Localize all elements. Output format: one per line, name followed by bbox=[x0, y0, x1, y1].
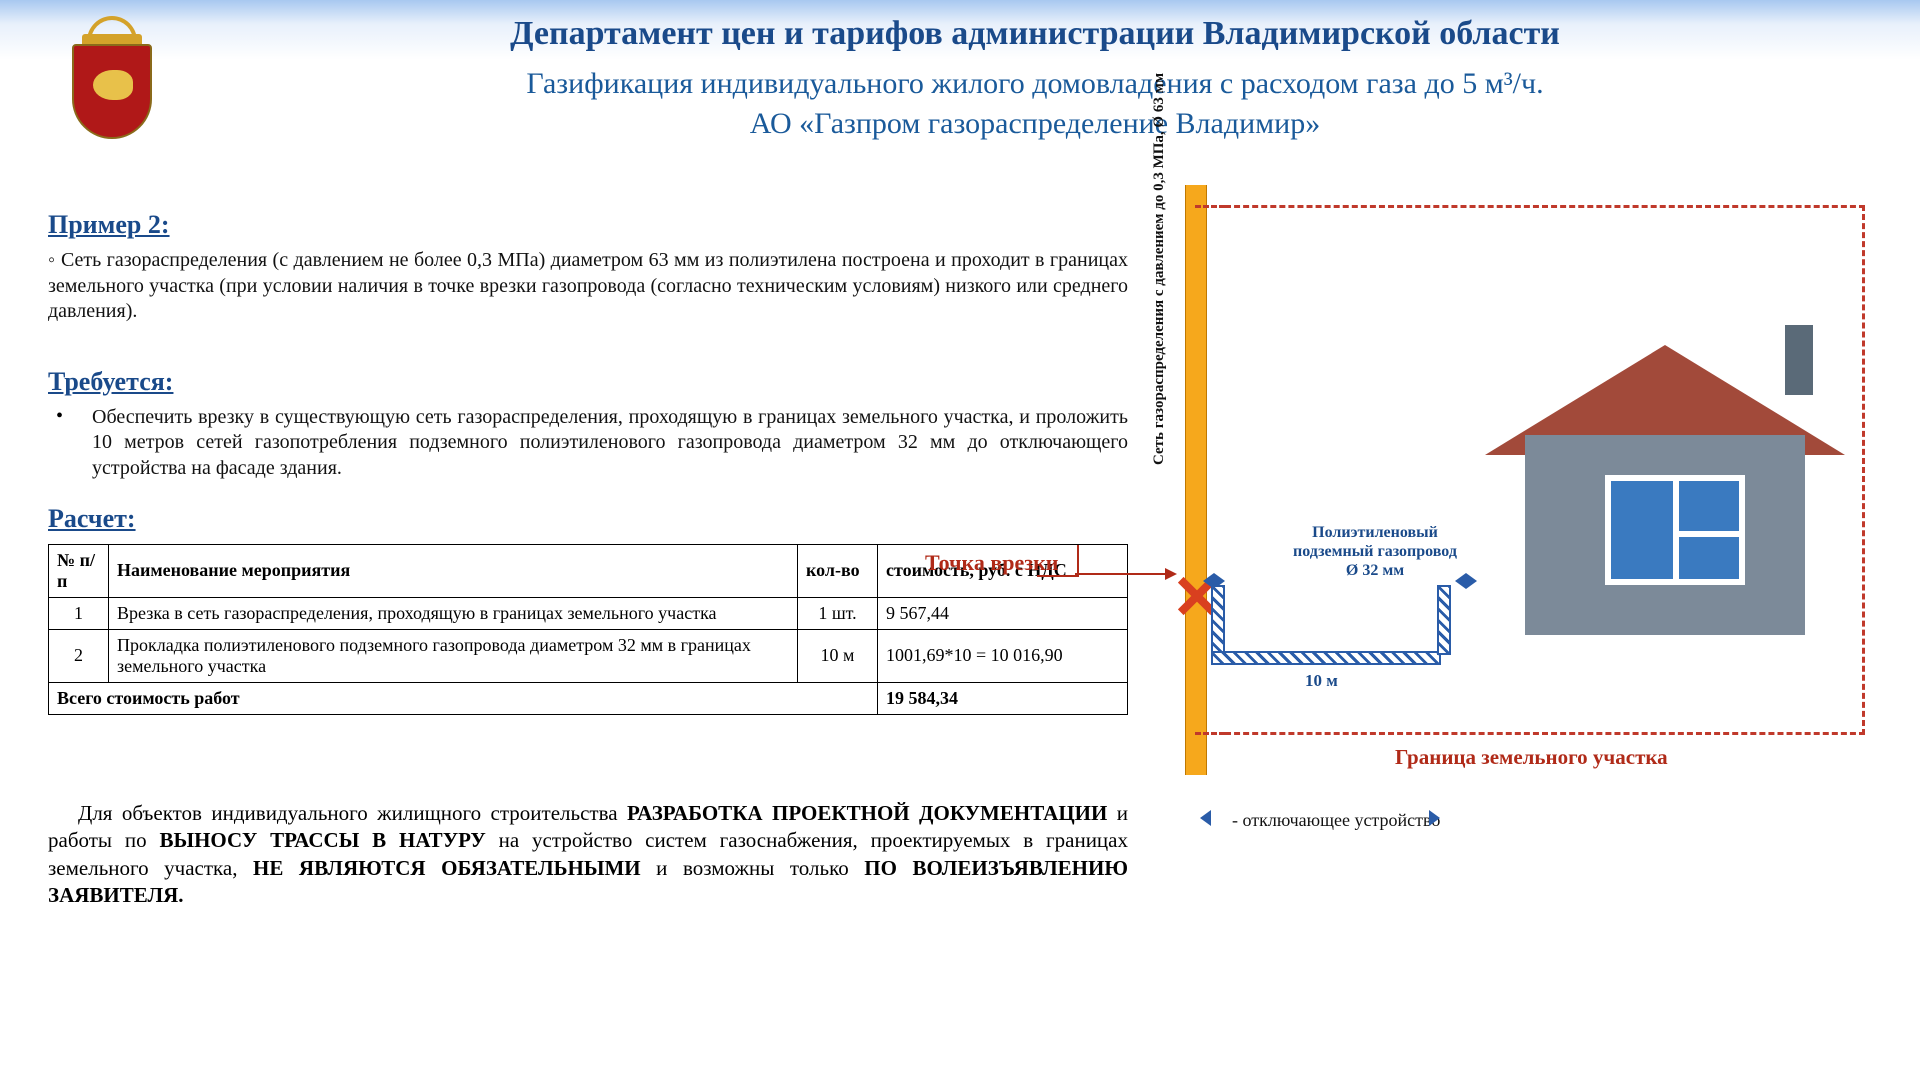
footnote: Для объектов индивидуального жилищного с… bbox=[48, 800, 1128, 909]
total-value: 19 584,34 bbox=[878, 682, 1128, 714]
col-qty: кол-во bbox=[798, 544, 878, 597]
title-block: Департамент цен и тарифов администрации … bbox=[190, 15, 1880, 141]
underground-pipe bbox=[1211, 651, 1441, 665]
content-left: Пример 2: ◦ Сеть газораспределения (с да… bbox=[48, 210, 1128, 715]
diagram: Сеть газораспределения с давлением до 0,… bbox=[1155, 185, 1875, 805]
coat-of-arms bbox=[55, 8, 170, 148]
table-row: 1 Врезка в сеть газораспределения, прохо… bbox=[49, 597, 1128, 629]
fn-g: и возможны только bbox=[641, 856, 865, 880]
main-gas-pipe bbox=[1185, 185, 1207, 775]
cell-num: 2 bbox=[49, 629, 109, 682]
underground-pipe bbox=[1437, 585, 1451, 655]
col-name: Наименование мероприятия bbox=[109, 544, 798, 597]
example-text: ◦ Сеть газораспределения (с давлением не… bbox=[48, 248, 1128, 325]
valve-icon bbox=[1200, 813, 1222, 829]
cell-cost: 1001,69*10 = 10 016,90 bbox=[878, 629, 1128, 682]
col-num: № п/п bbox=[49, 544, 109, 597]
plot-caption: Граница земельного участка bbox=[1395, 745, 1668, 770]
cell-name: Прокладка полиэтиленового подземного газ… bbox=[109, 629, 798, 682]
legend: - отключающее устройство bbox=[1200, 810, 1440, 831]
example-heading: Пример 2: bbox=[48, 210, 1128, 240]
calc-heading: Расчет: bbox=[48, 504, 1128, 534]
table-total-row: Всего стоимость работ 19 584,34 bbox=[49, 682, 1128, 714]
house-icon bbox=[1495, 305, 1855, 645]
pipe-label: Сеть газораспределения с давлением до 0,… bbox=[1151, 73, 1168, 465]
length-label: 10 м bbox=[1305, 671, 1338, 691]
cell-cost: 9 567,44 bbox=[878, 597, 1128, 629]
total-label: Всего стоимость работ bbox=[49, 682, 878, 714]
table-row: 2 Прокладка полиэтиленового подземного г… bbox=[49, 629, 1128, 682]
fn-a: Для объектов индивидуального жилищного с… bbox=[78, 801, 627, 825]
cell-qty: 1 шт. bbox=[798, 597, 878, 629]
bullet-marker: • bbox=[48, 405, 92, 482]
cell-name: Врезка в сеть газораспределения, проходя… bbox=[109, 597, 798, 629]
tap-arrow bbox=[1075, 573, 1175, 575]
required-heading: Требуется: bbox=[48, 367, 1128, 397]
fn-f: НЕ ЯВЛЯЮТСЯ ОБЯЗАТЕЛЬНЫМИ bbox=[253, 856, 641, 880]
subject-title: Газификация индивидуального жилого домов… bbox=[190, 67, 1880, 101]
department-title: Департамент цен и тарифов администрации … bbox=[190, 15, 1880, 53]
underground-pipe bbox=[1211, 585, 1225, 655]
underground-pipe-label: Полиэтиленовый подземный газопровод Ø 32… bbox=[1275, 523, 1475, 581]
fn-d: ВЫНОСУ ТРАССЫ В НАТУРУ bbox=[159, 828, 485, 852]
fn-b: РАЗРАБОТКА ПРОЕКТНОЙ ДОКУМЕНТАЦИИ bbox=[627, 801, 1107, 825]
cell-qty: 10 м bbox=[798, 629, 878, 682]
legend-text: - отключающее устройство bbox=[1232, 810, 1440, 831]
cell-num: 1 bbox=[49, 597, 109, 629]
required-text: Обеспечить врезку в существующую сеть га… bbox=[92, 405, 1128, 482]
org-title: АО «Газпром газораспределение Владимир» bbox=[190, 107, 1880, 141]
